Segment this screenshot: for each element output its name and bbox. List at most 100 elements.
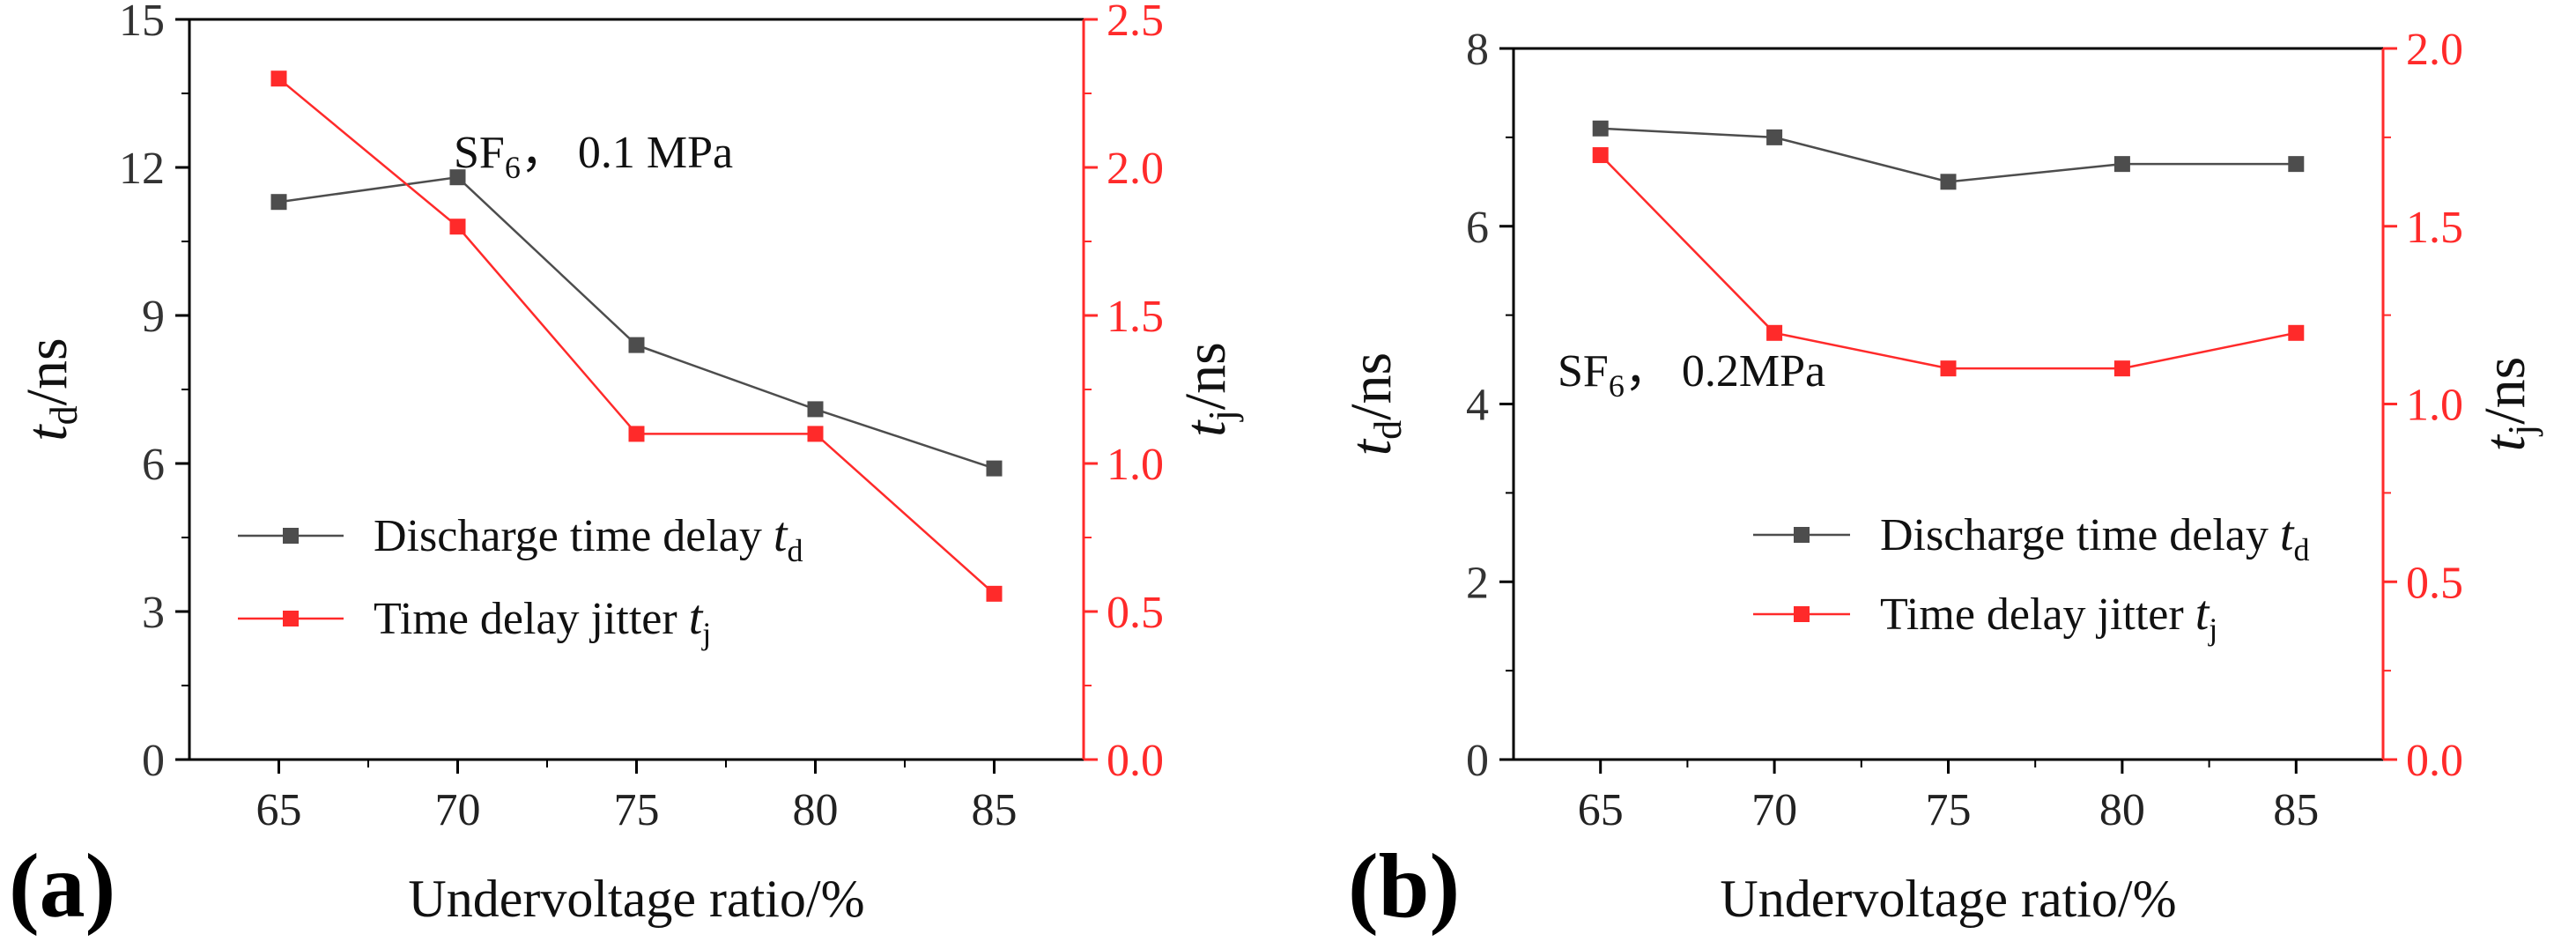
data-point-td — [986, 460, 1003, 477]
legend-symbol: t — [774, 508, 788, 562]
y-left-tick-label: 9 — [142, 292, 165, 342]
y-left-tick-label: 6 — [1466, 203, 1489, 253]
data-point-tj — [2288, 324, 2305, 341]
x-tick-label: 70 — [435, 785, 481, 835]
data-point-td — [1592, 120, 1609, 137]
data-point-td — [2113, 156, 2130, 173]
data-point-tj — [1592, 147, 1609, 164]
y-left-tick-label: 0 — [142, 736, 165, 786]
label-sub: j — [1201, 410, 1244, 422]
data-point-td — [807, 401, 824, 418]
y-right-axis-label: tj/ns — [1173, 342, 1244, 437]
x-axis-label: Undervoltage ratio/% — [408, 870, 864, 928]
annotation-text: ， 0.1 MPa — [521, 128, 733, 178]
annotation-prefix: SF — [1558, 346, 1609, 397]
y-left-tick-label: 0 — [1466, 736, 1489, 786]
legend-symbol: t — [2280, 507, 2295, 561]
x-tick-label: 85 — [972, 785, 1018, 835]
legend-sub: d — [2293, 532, 2309, 567]
data-point-td — [1766, 129, 1783, 145]
legend-name: Time delay jitter — [374, 594, 689, 644]
legend-name: Discharge time delay — [1880, 510, 2280, 560]
y-left-tick-label: 15 — [119, 0, 165, 46]
legend-label: Discharge time delay td — [1880, 507, 2309, 567]
data-point-td — [628, 337, 645, 353]
chart-panel-a: 65 70 75 80 85 0 3 6 9 12 15 0.0 0.5 1.0 1.5 2.0 2.5 Unde… — [9, 0, 1244, 937]
y-right-axis-label: tj/ns — [2473, 357, 2543, 452]
label-rest: /ns — [15, 337, 79, 405]
label-rest: /ns — [1173, 342, 1238, 410]
y-right-tick-label: 1.5 — [1107, 292, 1164, 342]
y-left-tick-label: 12 — [119, 144, 165, 194]
label-main: t — [1173, 419, 1238, 437]
label-rest: /ns — [2473, 357, 2537, 425]
annotation-sub: 6 — [505, 150, 521, 185]
series-line-td — [1600, 127, 2297, 183]
data-point-tj — [1940, 360, 1957, 377]
label-sub: d — [42, 405, 85, 425]
panel-label: (a) — [9, 835, 115, 937]
x-tick-label: 65 — [256, 785, 302, 835]
annotation-sub: 6 — [1609, 368, 1625, 404]
legend-marker — [283, 528, 299, 544]
annotation-gas-pressure: SF6， 0.2MPa — [1558, 346, 1825, 404]
chart-panel-b: 65 70 75 80 85 0 2 4 6 8 0.0 0.5 1.0 1.5 2.0 Undervolta… — [1339, 25, 2543, 937]
data-point-tj — [807, 426, 824, 442]
legend-label: Time delay jitter tj — [374, 590, 711, 651]
y-right-tick-label: 0.5 — [2406, 558, 2463, 608]
y-left-tick-label: 6 — [142, 440, 165, 490]
x-tick-label: 80 — [793, 785, 839, 835]
legend-sub: j — [2207, 612, 2217, 647]
x-axis-label: Undervoltage ratio/% — [1720, 870, 2176, 928]
y-left-tick-label: 8 — [1466, 25, 1489, 75]
y-right-tick-label: 0.0 — [2406, 736, 2463, 786]
y-right-tick-label: 0.5 — [1107, 588, 1164, 638]
y-left-tick-label: 2 — [1466, 558, 1489, 608]
x-tick-label: 85 — [2273, 785, 2319, 835]
y-right-tick-label: 2.0 — [2406, 25, 2463, 75]
legend-marker — [1794, 606, 1810, 622]
y-right-tick-label: 2.0 — [1107, 144, 1164, 194]
y-right-tick-label: 1.0 — [2406, 381, 2463, 431]
series-line-td — [278, 175, 995, 470]
annotation-text: ， 0.2MPa — [1625, 346, 1825, 397]
x-tick-label: 70 — [1751, 785, 1797, 835]
data-point-td — [1940, 174, 1957, 190]
y-left-axis-label: td/ns — [15, 337, 85, 441]
data-point-tj — [986, 585, 1003, 602]
data-point-tj — [270, 70, 287, 87]
label-rest: /ns — [1339, 352, 1403, 420]
panel-label: (b) — [1348, 835, 1460, 937]
data-point-tj — [2113, 360, 2130, 377]
legend-name: Discharge time delay — [374, 511, 774, 561]
legend-label: Discharge time delay td — [374, 508, 803, 568]
legend-sub: j — [700, 616, 711, 651]
y-right-tick-label: 1.5 — [2406, 203, 2463, 253]
legend-label: Time delay jitter tj — [1880, 586, 2217, 647]
data-point-td — [449, 169, 466, 186]
label-sub: j — [2500, 425, 2543, 437]
legend-marker — [283, 611, 299, 626]
y-left-tick-label: 3 — [142, 588, 165, 638]
legend-sub: d — [787, 533, 803, 568]
data-point-td — [2288, 156, 2305, 173]
legend-symbol: t — [2195, 586, 2210, 641]
label-main: t — [2473, 434, 2537, 451]
data-point-tj — [628, 426, 645, 442]
x-tick-label: 65 — [1578, 785, 1624, 835]
x-tick-label: 75 — [614, 785, 660, 835]
label-main: t — [1339, 438, 1403, 456]
y-left-tick-label: 4 — [1466, 381, 1489, 431]
data-point-td — [270, 194, 287, 211]
data-point-tj — [449, 219, 466, 235]
label-sub: d — [1366, 420, 1410, 440]
y-left-axis-label: td/ns — [1339, 352, 1410, 456]
annotation-gas-pressure: SF6， 0.1 MPa — [454, 128, 733, 185]
y-right-tick-label: 1.0 — [1107, 440, 1164, 490]
legend-symbol: t — [689, 590, 704, 645]
y-right-tick-label: 2.5 — [1107, 0, 1164, 46]
y-right-tick-label: 0.0 — [1107, 736, 1164, 786]
